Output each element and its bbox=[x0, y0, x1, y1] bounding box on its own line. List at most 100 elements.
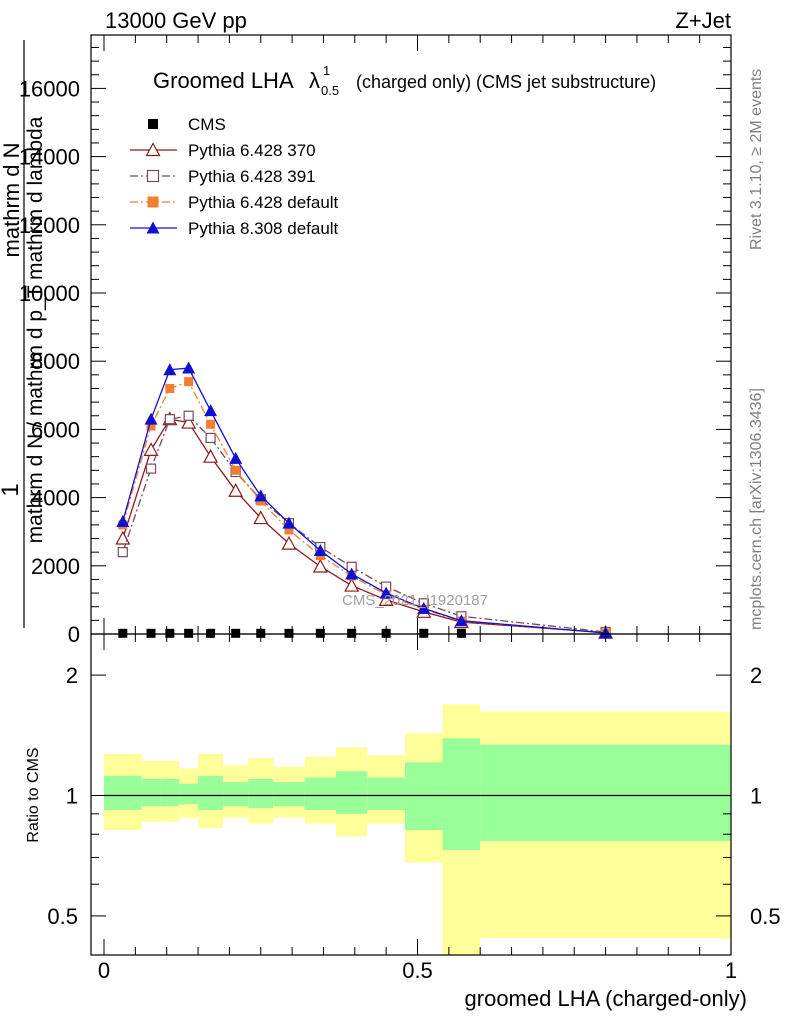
data-point bbox=[205, 432, 216, 444]
legend-entry: Pythia 8.308 default bbox=[130, 219, 339, 238]
data-point bbox=[164, 414, 175, 425]
series-4 bbox=[116, 361, 613, 639]
legend-label: Pythia 6.428 391 bbox=[188, 167, 316, 186]
legend-label: Pythia 6.428 default bbox=[188, 193, 339, 212]
ratio-band-green bbox=[198, 775, 224, 810]
data-point bbox=[454, 614, 468, 627]
ratio-band-green bbox=[104, 775, 142, 810]
data-point bbox=[203, 448, 219, 463]
legend-entry: Pythia 6.428 391 bbox=[130, 167, 316, 186]
header-left: 13000 GeV pp bbox=[105, 8, 247, 33]
data-point bbox=[206, 419, 216, 429]
data-point bbox=[379, 586, 393, 599]
y-tick-label: 2000 bbox=[31, 554, 80, 579]
y-tick-label: 4000 bbox=[31, 486, 80, 511]
ratio-y-tick-label-right: 2 bbox=[750, 663, 762, 688]
data-point bbox=[344, 577, 360, 592]
legend-label: Pythia 6.428 370 bbox=[188, 141, 316, 160]
data-point bbox=[118, 628, 128, 638]
legend-label: CMS bbox=[188, 115, 226, 134]
ratio-band-green bbox=[179, 783, 199, 805]
ratio-y-tick-label-right: 1 bbox=[750, 784, 762, 809]
y-tick-label: 0 bbox=[68, 622, 80, 647]
title-tail: (charged only) (CMS jet substructure) bbox=[356, 72, 656, 92]
data-point bbox=[229, 451, 243, 464]
ratio-plot-frame bbox=[90, 633, 732, 956]
legend: CMS Pythia 6.428 370 Pythia 6.428 391 Pythi… bbox=[130, 115, 339, 238]
ratio-band-green bbox=[304, 777, 336, 810]
ratio-x-ticks: 0 0.5 1 bbox=[98, 634, 737, 983]
y-label-denominator: mathrm d N / mathrm d p_T mathrm d lambd… bbox=[24, 116, 47, 543]
data-point bbox=[143, 442, 159, 456]
data-point bbox=[345, 567, 359, 580]
legend-label: Pythia 8.308 default bbox=[188, 219, 339, 238]
data-point bbox=[145, 463, 157, 474]
ratio-band-green bbox=[248, 778, 274, 809]
data-point bbox=[456, 628, 466, 638]
data-point bbox=[184, 377, 194, 387]
data-point bbox=[148, 119, 158, 129]
data-point bbox=[147, 196, 159, 208]
main-data-layer bbox=[115, 361, 614, 639]
ratio-y-tick-label: 2 bbox=[66, 663, 78, 688]
y-tick-label: 12000 bbox=[19, 213, 80, 238]
y-label-outer: 1 bbox=[0, 483, 24, 496]
y-tick-label: 16000 bbox=[19, 76, 80, 101]
ratio-band-green bbox=[480, 744, 731, 841]
x-tick-label: 0 bbox=[98, 958, 110, 983]
ratio-plot: 0.5 0.51 12 2 0 0.5 1 Ratio to CMS groomed LH… bbox=[25, 633, 781, 1011]
rivet-label: Rivet 3.1.10, ≥ 2M events bbox=[748, 69, 765, 250]
data-point bbox=[145, 142, 161, 157]
data-point bbox=[284, 525, 294, 535]
data-point bbox=[146, 628, 156, 638]
x-tick-label: 0.5 bbox=[402, 958, 433, 983]
title-main: Groomed LHA bbox=[153, 68, 294, 93]
data-point bbox=[281, 535, 297, 550]
data-point bbox=[254, 489, 268, 502]
ratio-band-green bbox=[367, 777, 405, 810]
data-point bbox=[116, 514, 130, 527]
data-point bbox=[253, 510, 269, 525]
ratio-band-green bbox=[273, 782, 305, 807]
data-point bbox=[144, 412, 158, 425]
main-plot-frame bbox=[90, 34, 732, 635]
title-symbol: λ bbox=[309, 68, 320, 93]
data-point bbox=[228, 483, 244, 497]
data-point bbox=[117, 547, 128, 558]
main-y-ticks: 0 2000 4000 6000 8000 10000 12000 14000 16000 bbox=[19, 46, 731, 647]
title-superscript: 1 bbox=[323, 63, 330, 78]
data-point bbox=[163, 363, 177, 376]
data-point bbox=[231, 465, 241, 475]
data-point bbox=[165, 383, 175, 393]
ratio-y-ticks: 0.5 0.5 1 1 2 2 bbox=[47, 663, 780, 929]
header-right: Z+Jet bbox=[675, 8, 731, 33]
y-tick-label: 8000 bbox=[31, 349, 80, 374]
data-point bbox=[183, 410, 194, 421]
data-point bbox=[231, 628, 241, 638]
data-point bbox=[204, 404, 218, 417]
ratio-y-tick-label: 1 bbox=[66, 784, 78, 809]
ratio-band-green bbox=[160, 778, 180, 807]
y-tick-label: 6000 bbox=[31, 417, 80, 442]
mcplots-label: mcplots.cern.ch [arXiv:1306.3436] bbox=[748, 388, 765, 630]
y-tick-label: 10000 bbox=[19, 281, 80, 306]
legend-entry: Pythia 6.428 370 bbox=[130, 141, 316, 160]
ratio-y-label: Ratio to CMS bbox=[25, 747, 42, 842]
title-subscript: 0.5 bbox=[321, 83, 339, 98]
data-point bbox=[182, 361, 196, 374]
data-point bbox=[184, 628, 194, 638]
data-point bbox=[146, 169, 160, 183]
ratio-data-layer bbox=[104, 704, 731, 955]
data-point bbox=[419, 628, 429, 638]
data-point bbox=[282, 516, 296, 529]
data-point bbox=[347, 628, 357, 638]
plot-title: Groomed LHA λ 1 0.5 (charged only) (CMS … bbox=[153, 63, 656, 98]
data-point bbox=[312, 558, 328, 573]
y-tick-label: 14000 bbox=[19, 145, 80, 170]
main-x-ticks bbox=[103, 35, 732, 634]
legend-entry: Pythia 6.428 default bbox=[130, 193, 339, 212]
ratio-band-green bbox=[141, 778, 161, 807]
data-point bbox=[417, 601, 431, 614]
data-point bbox=[115, 530, 131, 545]
